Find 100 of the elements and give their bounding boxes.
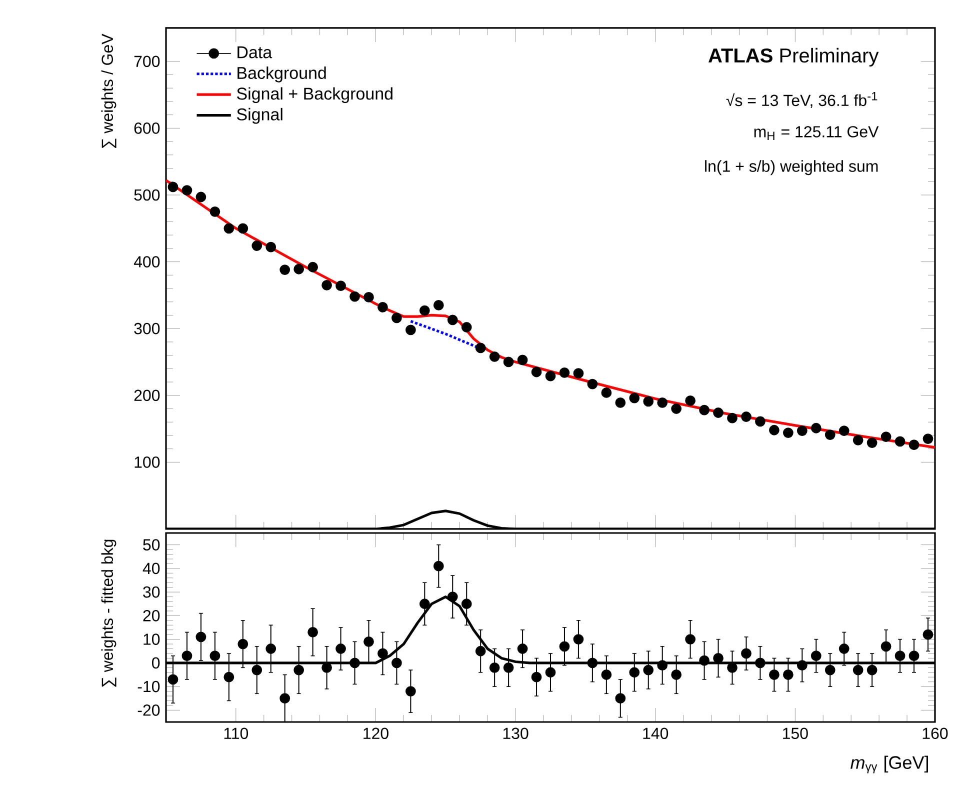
point xyxy=(433,560,444,572)
point xyxy=(796,426,808,436)
point xyxy=(699,655,710,666)
y-axis-title: ∑ weights - fitted bkg xyxy=(101,540,116,687)
point xyxy=(322,280,332,290)
x-tick-label: 140 xyxy=(643,728,668,740)
point xyxy=(392,658,402,668)
point xyxy=(755,658,766,668)
point xyxy=(587,378,598,390)
point xyxy=(880,432,892,442)
y-tick-label: 30 xyxy=(143,586,160,598)
point xyxy=(419,305,430,316)
point xyxy=(489,662,500,673)
point xyxy=(559,641,570,652)
y-tick-label: 400 xyxy=(134,256,160,268)
y-tick-label: 100 xyxy=(134,456,160,468)
annotation: ln(1 + s/b) weighted sum xyxy=(705,160,878,176)
point xyxy=(210,650,220,662)
point xyxy=(238,223,248,234)
point xyxy=(405,686,416,696)
point xyxy=(880,641,892,652)
legend-label: Signal + Background xyxy=(237,87,392,104)
point xyxy=(559,367,570,378)
point xyxy=(922,629,934,640)
point xyxy=(685,396,696,406)
point xyxy=(615,398,626,408)
point xyxy=(489,351,500,362)
point xyxy=(182,650,192,662)
point xyxy=(364,292,374,302)
y-tick-label: 700 xyxy=(134,56,160,68)
point xyxy=(601,670,612,680)
x-tick-label: 120 xyxy=(364,728,388,740)
point xyxy=(336,280,346,292)
point xyxy=(531,366,542,378)
y-tick-label: 500 xyxy=(134,189,160,201)
point xyxy=(573,368,584,379)
point xyxy=(727,412,738,424)
point xyxy=(894,436,906,447)
point xyxy=(280,264,290,275)
point xyxy=(392,312,402,324)
point xyxy=(447,314,458,326)
point xyxy=(796,660,808,670)
annotation: √s = 13 TeV, 36.1 fb$^{-1}$ xyxy=(726,92,878,108)
point xyxy=(671,404,682,414)
y-tick-label: 200 xyxy=(134,390,160,402)
point xyxy=(196,632,206,642)
point xyxy=(308,262,318,272)
point xyxy=(294,664,304,676)
point xyxy=(922,434,934,444)
point xyxy=(252,664,262,676)
point xyxy=(643,396,654,407)
point xyxy=(838,644,850,654)
point xyxy=(168,674,178,685)
point xyxy=(545,667,556,678)
point xyxy=(615,693,626,704)
x-axis-title: m$_{γγ}$ [GeV] xyxy=(850,756,928,774)
line-series xyxy=(166,178,935,449)
x-tick-label: 110 xyxy=(224,728,248,740)
point xyxy=(266,242,276,252)
point xyxy=(601,388,612,398)
annotation: ATLAS Preliminary xyxy=(708,48,879,67)
point xyxy=(810,422,822,434)
point xyxy=(266,644,276,654)
point xyxy=(475,646,486,656)
point xyxy=(643,664,654,676)
point xyxy=(908,440,920,450)
point xyxy=(364,636,374,647)
legend-label: Signal xyxy=(237,108,282,124)
y-tick-label: 40 xyxy=(142,562,160,574)
point xyxy=(657,398,668,408)
y-axis-title: ∑ weights / GeV xyxy=(101,34,116,148)
point xyxy=(587,658,598,668)
point xyxy=(782,428,794,438)
point xyxy=(755,416,766,427)
point xyxy=(196,192,206,202)
point xyxy=(531,672,542,682)
point xyxy=(503,356,514,368)
point xyxy=(629,392,640,404)
point xyxy=(308,627,318,638)
y-tick-label: -20 xyxy=(138,704,160,716)
point xyxy=(685,634,696,645)
point xyxy=(350,658,360,668)
point xyxy=(378,648,388,659)
point xyxy=(769,670,780,680)
point xyxy=(517,354,528,366)
point xyxy=(280,693,290,704)
x-tick-label: 130 xyxy=(503,728,528,740)
point xyxy=(252,240,262,251)
point xyxy=(866,664,878,676)
point xyxy=(294,264,304,274)
point xyxy=(782,670,794,680)
point xyxy=(852,434,864,446)
point xyxy=(419,598,430,610)
point xyxy=(168,182,178,192)
y-tick-label: 300 xyxy=(134,322,160,334)
legend-label: Background xyxy=(238,66,326,82)
point xyxy=(838,426,850,436)
point xyxy=(350,291,360,302)
y-tick-label: 10 xyxy=(144,634,160,645)
point xyxy=(545,370,556,382)
